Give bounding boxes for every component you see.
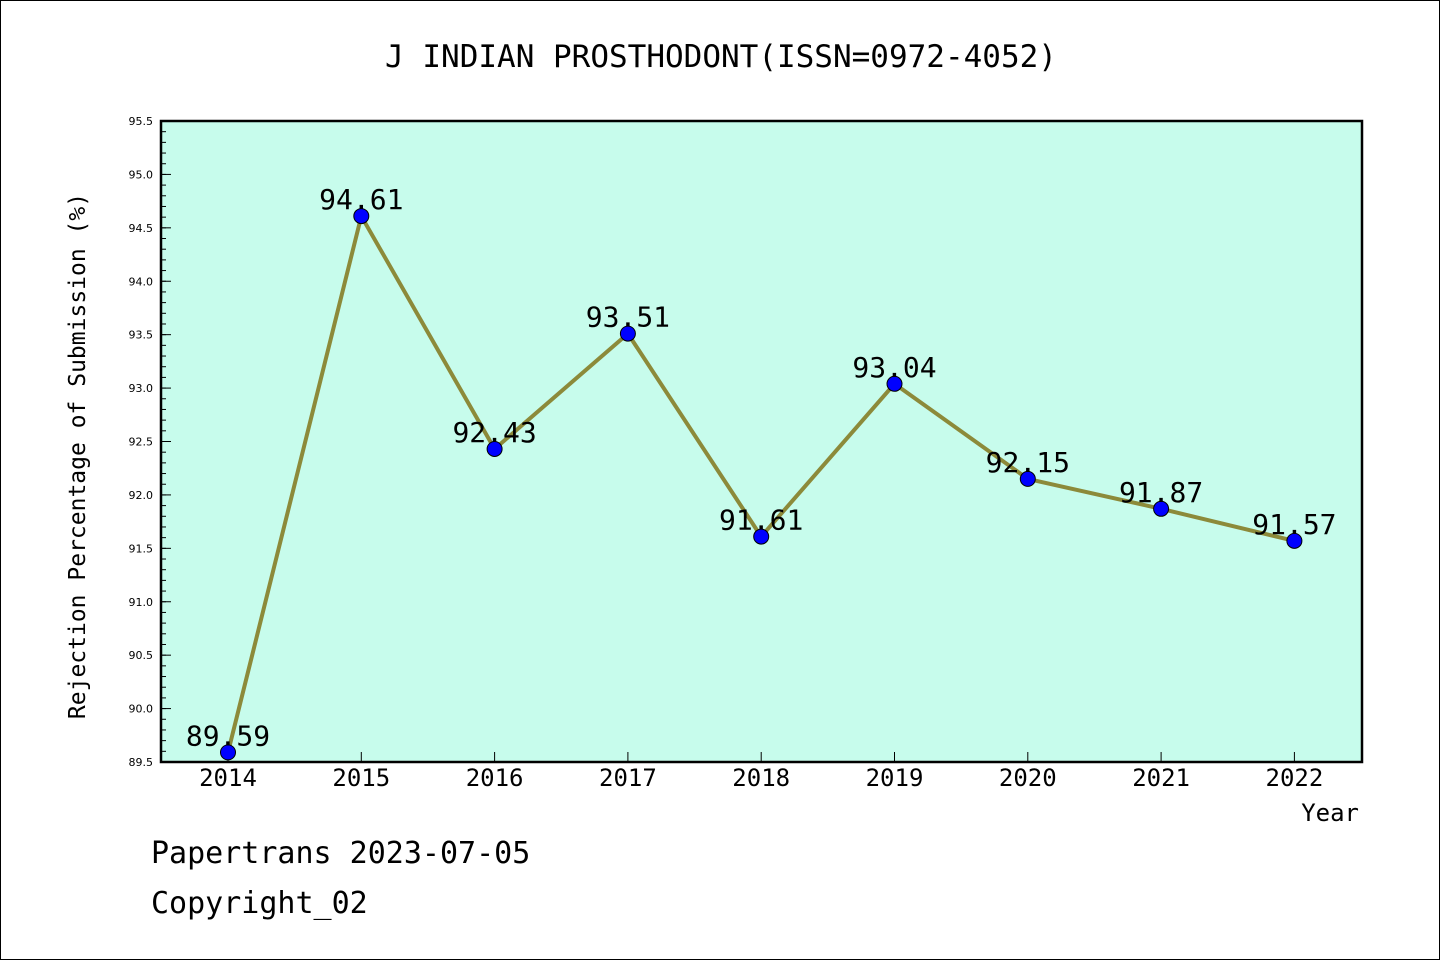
footer-copyright: Copyright_02 — [151, 886, 368, 921]
data-label: 89.59 — [186, 719, 270, 752]
y-tick-label: 93.5 — [129, 329, 154, 342]
data-point — [1286, 532, 1303, 549]
data-point — [486, 440, 503, 457]
footer-date: Papertrans 2023-07-05 — [151, 836, 531, 871]
data-label: 91.57 — [1252, 508, 1336, 541]
x-tick-label: 2015 — [332, 764, 390, 792]
x-tick-label: 2022 — [1266, 764, 1324, 792]
y-tick-label: 92.0 — [129, 489, 154, 502]
data-point — [1153, 500, 1170, 517]
y-tick-label: 91.5 — [129, 542, 154, 555]
plot-background — [161, 121, 1362, 762]
x-tick-label: 2021 — [1132, 764, 1190, 792]
data-label: 91.61 — [719, 504, 803, 537]
y-tick-label: 94.0 — [129, 275, 154, 288]
plot-area: 89.5 90.0 90.5 91.0 91.5 92.0 92.5 93.0 93.5 94.0… — [129, 115, 1364, 792]
y-tick-label: 91.0 — [129, 596, 154, 609]
y-tick-label: 95.5 — [129, 115, 154, 128]
chart-title: J INDIAN PROSTHODONT(ISSN=0972-4052) — [385, 39, 1057, 75]
data-point — [353, 208, 370, 225]
x-tick-label: 2014 — [199, 764, 257, 792]
y-axis-label: Rejection Percentage of Submission (%) — [65, 193, 91, 719]
y-tick-label: 93.0 — [129, 382, 154, 395]
x-tick-label: 2020 — [999, 764, 1057, 792]
y-tick-label: 95.0 — [129, 168, 154, 181]
y-tick-label: 90.0 — [129, 703, 154, 716]
data-point — [619, 325, 636, 342]
data-label: 93.51 — [586, 301, 670, 334]
x-tick-label: 2016 — [466, 764, 524, 792]
y-tick-label: 92.5 — [129, 436, 154, 449]
plot-border — [159, 119, 1364, 764]
y-tick-label: 89.5 — [129, 756, 154, 769]
x-axis-label: Year — [1301, 799, 1359, 827]
data-point — [1019, 470, 1036, 487]
data-label: 91.87 — [1119, 476, 1203, 509]
data-label: 93.04 — [852, 351, 936, 384]
data-label: 92.15 — [986, 446, 1070, 479]
y-tick-label: 90.5 — [129, 649, 154, 662]
data-point — [886, 375, 903, 392]
data-point — [753, 528, 770, 545]
data-label: 92.43 — [452, 416, 536, 449]
x-tick-label: 2019 — [866, 764, 924, 792]
data-point — [220, 744, 236, 761]
x-tick-label: 2017 — [599, 764, 657, 792]
data-label: 94.61 — [319, 183, 403, 216]
x-tick-label: 2018 — [732, 764, 790, 792]
y-tick-label: 94.5 — [129, 222, 154, 235]
